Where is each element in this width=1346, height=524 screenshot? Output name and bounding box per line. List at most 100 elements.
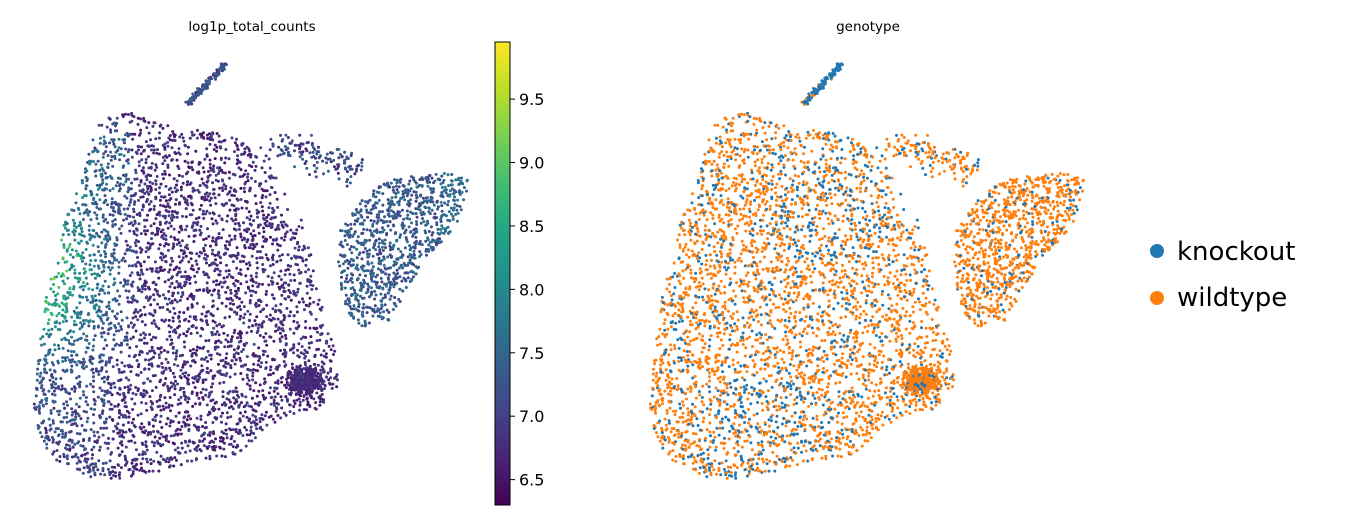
scatter-point [319,154,322,158]
scatter-point [116,422,120,426]
scatter-point [140,313,144,317]
scatter-point [168,205,172,209]
scatter-point [91,138,95,142]
scatter-point [139,250,143,254]
scatter-point [179,248,183,252]
scatter-point [332,158,336,162]
scatter-point [389,228,393,232]
scatter-point [274,323,278,327]
scatter-point [221,390,225,394]
scatter-point [261,349,265,353]
scatter-point [111,219,115,223]
scatter-point [189,196,193,200]
scatter-point [212,304,215,308]
scatter-point [98,136,102,140]
scatter-point [224,338,228,342]
scatter-point [251,289,255,293]
scatter-point [134,315,138,319]
scatter-point [194,217,198,221]
scatter-point [218,269,222,273]
scatter-point [88,253,92,257]
scatter-point [300,380,304,384]
scatter-point [345,277,348,281]
scatter-point [109,386,113,390]
scatter-point [175,300,179,304]
scatter-point [286,146,290,150]
scatter-point [220,420,223,424]
scatter-point [235,137,238,141]
scatter-point [220,430,224,434]
scatter-point [352,304,356,308]
scatter-point [399,250,403,254]
scatter-point [312,300,316,304]
scatter-point [101,155,105,159]
scatter-point [130,155,134,159]
scatter-point [192,295,196,299]
scatter-point [104,420,108,424]
scatter-point [292,351,296,355]
scatter-point [264,339,268,343]
scatter-point [326,371,330,375]
scatter-point [44,354,48,358]
scatter-point [173,448,177,452]
scatter-point [295,228,299,232]
scatter-point [40,435,44,439]
scatter-point [273,395,277,399]
scatter-point [147,255,150,259]
scatter-point [140,208,144,212]
scatter-point [199,418,203,421]
scatter-point [394,184,398,188]
scatter-point [181,214,184,218]
scatter-point [233,222,237,226]
scatter-point [274,176,278,180]
scatter-point [196,188,200,192]
scatter-point [284,337,288,340]
scatter-point [428,212,432,216]
scatter-point [132,115,136,119]
scatter-point [446,203,450,207]
scatter-point [119,350,123,354]
scatter-point [81,288,85,292]
scatter-point [221,436,225,440]
scatter-point [70,413,74,417]
scatter-point [167,193,171,197]
scatter-point [215,330,219,334]
scatter-point [130,421,134,425]
scatter-point [152,204,156,208]
scatter-point [442,231,446,235]
scatter-point [99,207,103,211]
scatter-point [77,467,81,471]
scatter-point [171,330,175,333]
scatter-point [317,298,321,302]
scatter-point [203,157,207,161]
scatter-point [298,281,302,285]
scatter-point [271,417,275,421]
scatter-point [406,271,410,275]
scatter-point [276,328,280,332]
scatter-point [70,387,74,391]
scatter-point [158,191,161,195]
scatter-point [316,145,320,149]
scatter-point [189,98,193,102]
scatter-point [304,354,308,358]
scatter-point [201,397,205,401]
scatter-point [198,250,202,254]
scatter-point [102,228,106,232]
scatter-point [233,150,236,154]
scatter-point [106,467,110,471]
scatter-point [378,261,381,265]
scatter-point [222,324,225,328]
scatter-point [54,427,58,431]
scatter-point [150,161,154,165]
scatter-point [190,354,194,358]
scatter-point [284,386,288,390]
scatter-point [178,225,182,229]
scatter-point [233,284,237,288]
scatter-point [124,112,127,116]
scatter-point [66,349,70,353]
scatter-point [387,318,391,322]
scatter-point [348,181,352,185]
scatter-point [136,318,140,322]
scatter-point [291,231,295,235]
scatter-point [243,190,246,194]
